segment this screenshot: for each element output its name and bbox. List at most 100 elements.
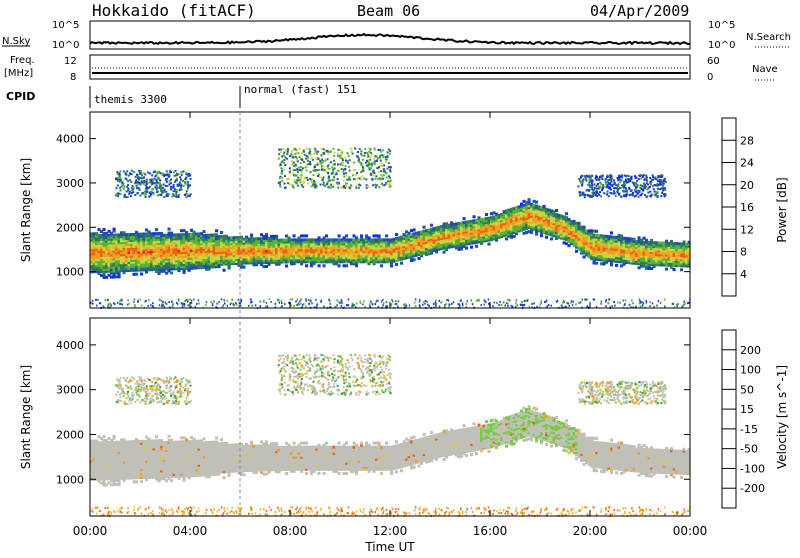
power-cell [555, 209, 558, 212]
power-cell [305, 158, 307, 160]
power-cell [123, 170, 125, 172]
power-cell [315, 299, 317, 301]
power-cell [301, 184, 303, 186]
power-cell [152, 179, 154, 181]
power-cell [588, 189, 590, 191]
power-cell [374, 149, 376, 151]
freq-label-2: [MHz] [4, 68, 33, 79]
power-cell [337, 149, 339, 151]
power-cell [133, 187, 135, 189]
power-cell [142, 177, 144, 179]
power-cell [647, 184, 649, 186]
power-cell [166, 185, 168, 187]
power-cell [203, 230, 206, 233]
power-cell [170, 188, 172, 190]
power-cell [177, 185, 179, 187]
power-cell [317, 151, 319, 153]
power-cell [131, 190, 133, 192]
power-cell [360, 171, 362, 173]
power-cell [345, 160, 347, 162]
power-cell [610, 178, 612, 180]
power-cell [281, 167, 283, 169]
power-cell [296, 152, 298, 154]
power-cell [388, 184, 390, 186]
power-cell [163, 196, 165, 198]
power-cell [333, 176, 335, 178]
power-cell [617, 177, 619, 179]
power-cell [423, 226, 426, 229]
power-cell [161, 191, 163, 193]
power-cell [370, 152, 372, 154]
power-cell [358, 187, 360, 189]
power-cell [137, 184, 139, 186]
power-cell [374, 160, 376, 162]
power-cell [385, 234, 388, 237]
power-cell [337, 155, 339, 157]
power-cell [141, 181, 143, 183]
power-cell [334, 164, 336, 166]
power-cell [583, 226, 586, 229]
power-cell [673, 268, 676, 271]
power-cell [142, 192, 144, 194]
power-cell [316, 153, 318, 155]
power-cell [283, 169, 285, 171]
power-cell [126, 191, 128, 193]
power-cell [115, 187, 117, 189]
power-cell [643, 187, 645, 189]
power-cell [293, 187, 295, 189]
power-cell [301, 169, 303, 171]
power-cell [173, 186, 175, 188]
power-cell [400, 262, 403, 265]
power-cell [390, 171, 392, 173]
power-cell [145, 196, 147, 198]
power-cell [381, 165, 383, 167]
power-cell [139, 195, 141, 197]
power-cell [350, 148, 352, 150]
power-cell [650, 195, 652, 197]
power-cell [528, 198, 531, 201]
power-cell [652, 174, 654, 176]
power-cell [582, 192, 584, 194]
power-cell [623, 181, 625, 183]
power-cell [383, 302, 385, 304]
power-cell [308, 152, 310, 154]
power-cell [303, 151, 305, 153]
power-cell [304, 177, 306, 179]
power-cell [284, 164, 286, 166]
power-cell [488, 243, 491, 246]
power-cell [184, 194, 186, 196]
power-cell [168, 193, 170, 195]
power-cell [322, 167, 324, 169]
power-cell [349, 170, 351, 172]
power-cell [169, 180, 171, 182]
power-cell [596, 185, 598, 187]
power-cell [166, 171, 168, 173]
nsky-trace [90, 34, 690, 44]
power-cell [129, 179, 131, 181]
power-cell [617, 185, 619, 187]
power-cell [619, 187, 621, 189]
power-cell [598, 188, 600, 190]
power-cell [345, 185, 347, 187]
power-cell [342, 163, 344, 165]
power-cell [291, 184, 293, 186]
power-cell [345, 172, 347, 174]
power-cell [605, 179, 607, 181]
power-cell [610, 231, 613, 234]
power-cell [357, 178, 359, 180]
power-cell [613, 187, 615, 189]
power-cell [340, 155, 342, 157]
power-cell [180, 172, 182, 174]
power-cell [314, 166, 316, 168]
power-cell [187, 188, 189, 190]
power-cell [160, 185, 162, 187]
power-cell [628, 175, 630, 177]
power-cell [135, 176, 137, 178]
power-cell [339, 164, 341, 166]
power-cell [337, 183, 339, 185]
power-cell [588, 195, 590, 197]
power-cell [598, 194, 600, 196]
power-cell [127, 184, 129, 186]
power-cell [340, 149, 342, 151]
power-cell [584, 196, 586, 198]
